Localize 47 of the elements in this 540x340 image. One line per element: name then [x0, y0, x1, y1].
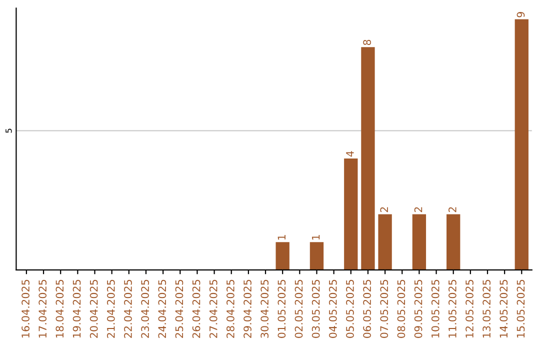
bar: [310, 242, 324, 270]
bar: [446, 214, 460, 270]
x-tick-label: 07.05.2025: [380, 280, 388, 338]
x-tick-label: 27.04.2025: [209, 280, 218, 338]
data-label: 1: [278, 235, 286, 240]
x-tick-label: 24.04.2025: [158, 280, 166, 338]
bar: [412, 214, 426, 270]
y-tick-label: 5: [6, 128, 12, 133]
bar: [361, 47, 375, 270]
x-tick-label: 14.05.2025: [500, 280, 508, 338]
data-label: 2: [448, 207, 456, 212]
bar: [378, 214, 392, 270]
x-tick-label: 25.04.2025: [175, 280, 184, 338]
x-tick-label: 03.05.2025: [312, 280, 320, 338]
x-tick-label: 22.04.2025: [124, 280, 132, 338]
x-tick-label: 06.05.2025: [363, 280, 371, 338]
data-label: 4: [346, 151, 354, 157]
x-tick-label: 21.04.2025: [106, 280, 115, 338]
bar: [276, 242, 290, 270]
data-label: 9: [516, 12, 525, 18]
x-tick-label: 26.04.2025: [192, 280, 200, 338]
x-tick-label: 02.05.2025: [294, 280, 303, 338]
x-tick-label: 01.05.2025: [278, 280, 286, 338]
x-tick-label: 18.04.2025: [56, 280, 64, 338]
bar: [344, 158, 358, 270]
x-tick-label: 13.05.2025: [482, 280, 491, 338]
x-tick-label: 19.04.2025: [72, 280, 81, 338]
data-label: 8: [363, 40, 371, 46]
bar: [514, 19, 528, 270]
x-tick-label: 05.05.2025: [346, 280, 354, 338]
x-tick-label: 29.04.2025: [244, 280, 252, 338]
x-tick-label: 20.04.2025: [90, 280, 98, 338]
x-tick-label: 16.04.2025: [22, 280, 30, 338]
x-tick-label: 28.04.2025: [226, 280, 234, 338]
x-tick-label: 10.05.2025: [431, 280, 440, 338]
x-tick-label: 17.04.2025: [38, 280, 47, 338]
x-tick-label: 30.04.2025: [260, 280, 269, 338]
data-label: 2: [414, 207, 422, 212]
x-tick-label: 11.05.2025: [448, 280, 456, 338]
data-label: 1: [312, 235, 320, 240]
x-tick-label: 04.05.2025: [328, 280, 337, 338]
x-tick-label: 15.05.2025: [516, 280, 525, 338]
x-tick-label: 23.04.2025: [141, 280, 149, 338]
x-tick-label: 08.05.2025: [397, 280, 406, 338]
x-tick-label: 09.05.2025: [414, 280, 422, 338]
data-label: 2: [380, 207, 388, 212]
x-tick-label: 12.05.2025: [466, 280, 474, 338]
